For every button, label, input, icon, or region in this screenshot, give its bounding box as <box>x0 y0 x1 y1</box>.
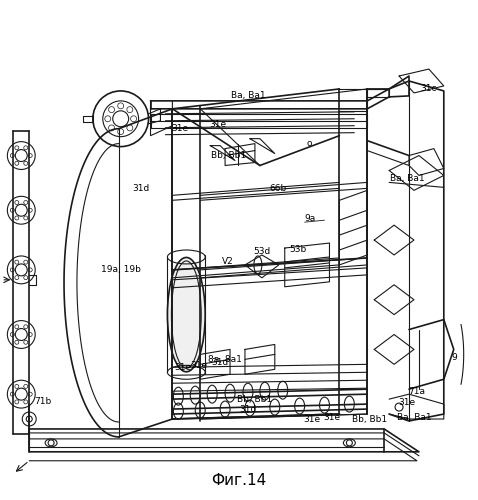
Text: 31e: 31e <box>303 414 320 424</box>
Text: Bb, Bb1: Bb, Bb1 <box>352 414 387 424</box>
Text: V2: V2 <box>222 258 234 266</box>
Text: 9a: 9a <box>304 214 315 222</box>
Ellipse shape <box>167 258 205 372</box>
Text: 31e: 31e <box>191 361 208 370</box>
Text: Ba, Ba1: Ba, Ba1 <box>397 412 431 422</box>
Text: Bb, Bb1: Bb, Bb1 <box>210 151 246 160</box>
Text: 66b: 66b <box>269 184 286 193</box>
Text: o: o <box>307 139 312 148</box>
Text: 19a, 19b: 19a, 19b <box>101 266 141 274</box>
Text: 71b: 71b <box>34 396 52 406</box>
Text: 31e: 31e <box>323 412 340 422</box>
Text: 31e: 31e <box>172 124 189 133</box>
Text: 31c: 31c <box>421 84 437 94</box>
Text: Ba, Ba1: Ba, Ba1 <box>231 92 265 100</box>
Text: 31d: 31d <box>239 404 257 413</box>
Text: Фиг.14: Фиг.14 <box>211 473 267 488</box>
Text: 9: 9 <box>452 353 457 362</box>
Text: 71a: 71a <box>409 386 425 396</box>
Text: 53b: 53b <box>289 246 306 254</box>
Text: 31e: 31e <box>399 398 415 406</box>
Text: 8a, 8a1: 8a, 8a1 <box>208 355 242 364</box>
Text: 31d: 31d <box>132 184 149 193</box>
Text: Bb, Bb1: Bb, Bb1 <box>238 394 272 404</box>
Text: Ba, Ba1: Ba, Ba1 <box>390 174 424 183</box>
Circle shape <box>93 91 149 146</box>
Text: 53d: 53d <box>253 248 271 256</box>
Text: 31e: 31e <box>209 120 227 129</box>
Text: 31e: 31e <box>175 363 192 372</box>
Text: 31d: 31d <box>211 358 229 367</box>
